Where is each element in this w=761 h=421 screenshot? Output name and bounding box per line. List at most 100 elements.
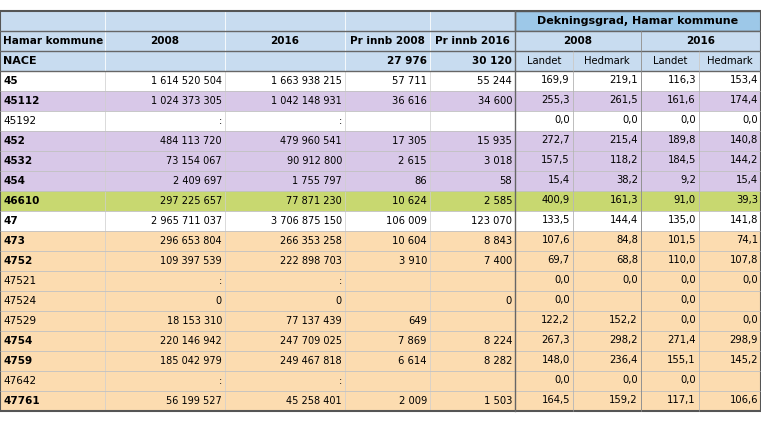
- Bar: [699, 190, 761, 210]
- Text: 473: 473: [3, 235, 25, 245]
- Bar: [225, 330, 345, 351]
- Text: 161,3: 161,3: [610, 195, 638, 205]
- Text: 649: 649: [408, 315, 427, 325]
- Bar: [225, 30, 345, 51]
- Text: 77 871 230: 77 871 230: [286, 195, 342, 205]
- Bar: [345, 351, 430, 370]
- Bar: [430, 271, 515, 290]
- Bar: [430, 190, 515, 210]
- Text: 73 154 067: 73 154 067: [167, 155, 222, 165]
- Text: NACE: NACE: [3, 56, 37, 66]
- Bar: [699, 330, 761, 351]
- Text: 47521: 47521: [3, 275, 36, 285]
- Bar: [699, 311, 761, 330]
- Bar: [345, 51, 430, 70]
- Bar: [573, 70, 641, 91]
- Bar: [0, 150, 105, 171]
- Bar: [345, 70, 430, 91]
- Bar: [430, 330, 515, 351]
- Text: 34 600: 34 600: [477, 96, 512, 106]
- Text: Dekningsgrad, Hamar kommune: Dekningsgrad, Hamar kommune: [537, 16, 739, 26]
- Text: 107,6: 107,6: [542, 235, 570, 245]
- Bar: [573, 131, 641, 150]
- Bar: [699, 351, 761, 370]
- Text: 220 146 942: 220 146 942: [161, 336, 222, 346]
- Bar: [573, 351, 641, 370]
- Text: 452: 452: [3, 136, 25, 146]
- Text: 0,0: 0,0: [554, 296, 570, 306]
- Text: 0: 0: [336, 296, 342, 306]
- Text: 86: 86: [415, 176, 427, 186]
- Bar: [641, 171, 699, 190]
- Text: Landet: Landet: [653, 56, 687, 66]
- Text: 236,4: 236,4: [610, 355, 638, 365]
- Bar: [105, 51, 225, 70]
- Text: 144,4: 144,4: [610, 216, 638, 226]
- Bar: [641, 290, 699, 311]
- Bar: [573, 290, 641, 311]
- Bar: [641, 150, 699, 171]
- Bar: [105, 370, 225, 391]
- Bar: [430, 210, 515, 231]
- Text: 0,0: 0,0: [743, 115, 758, 125]
- Text: 38,2: 38,2: [616, 176, 638, 186]
- Bar: [0, 271, 105, 290]
- Text: Pr innb 2008: Pr innb 2008: [350, 35, 425, 45]
- Text: 157,5: 157,5: [541, 155, 570, 165]
- Text: 296 653 804: 296 653 804: [161, 235, 222, 245]
- Bar: [0, 11, 105, 30]
- Bar: [430, 30, 515, 51]
- Text: Pr innb 2016: Pr innb 2016: [435, 35, 510, 45]
- Text: 144,2: 144,2: [730, 155, 758, 165]
- Text: 153,4: 153,4: [730, 75, 758, 85]
- Text: 46610: 46610: [3, 195, 40, 205]
- Bar: [573, 370, 641, 391]
- Text: 68,8: 68,8: [616, 256, 638, 266]
- Bar: [345, 231, 430, 250]
- Bar: [430, 150, 515, 171]
- Text: Hedmark: Hedmark: [584, 56, 630, 66]
- Bar: [515, 210, 573, 231]
- Text: 8 224: 8 224: [484, 336, 512, 346]
- Bar: [641, 250, 699, 271]
- Bar: [430, 110, 515, 131]
- Bar: [225, 91, 345, 110]
- Text: 7 869: 7 869: [399, 336, 427, 346]
- Text: 0,0: 0,0: [622, 376, 638, 386]
- Bar: [430, 231, 515, 250]
- Bar: [430, 351, 515, 370]
- Text: 27 976: 27 976: [387, 56, 427, 66]
- Bar: [225, 110, 345, 131]
- Bar: [225, 171, 345, 190]
- Bar: [0, 250, 105, 271]
- Text: 123 070: 123 070: [471, 216, 512, 226]
- Text: 135,0: 135,0: [667, 216, 696, 226]
- Text: 55 244: 55 244: [477, 75, 512, 85]
- Bar: [345, 30, 430, 51]
- Text: 0,0: 0,0: [554, 376, 570, 386]
- Bar: [105, 351, 225, 370]
- Text: 255,3: 255,3: [542, 96, 570, 106]
- Text: 215,4: 215,4: [610, 136, 638, 146]
- Text: 222 898 703: 222 898 703: [280, 256, 342, 266]
- Bar: [515, 351, 573, 370]
- Text: 0,0: 0,0: [554, 275, 570, 285]
- Bar: [641, 330, 699, 351]
- Bar: [0, 391, 105, 410]
- Bar: [641, 231, 699, 250]
- Bar: [0, 210, 105, 231]
- Bar: [515, 250, 573, 271]
- Text: 155,1: 155,1: [667, 355, 696, 365]
- Text: 161,6: 161,6: [667, 96, 696, 106]
- Text: 0,0: 0,0: [680, 376, 696, 386]
- Bar: [573, 171, 641, 190]
- Bar: [699, 150, 761, 171]
- Text: :: :: [339, 115, 342, 125]
- Text: 185 042 979: 185 042 979: [161, 355, 222, 365]
- Text: 0,0: 0,0: [743, 275, 758, 285]
- Text: 140,8: 140,8: [730, 136, 758, 146]
- Text: 0: 0: [216, 296, 222, 306]
- Bar: [345, 150, 430, 171]
- Text: :: :: [339, 376, 342, 386]
- Bar: [105, 150, 225, 171]
